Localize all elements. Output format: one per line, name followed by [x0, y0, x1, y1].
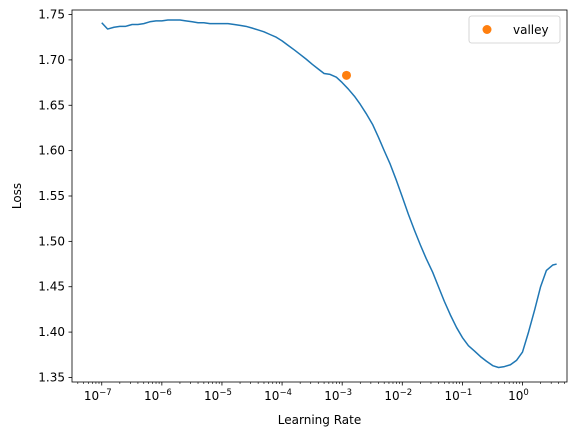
y-tick-label: 1.35	[38, 370, 65, 384]
y-tick-label: 1.75	[38, 8, 65, 22]
y-tick-label: 1.45	[38, 280, 65, 294]
x-tick-label: 10−4	[264, 388, 292, 403]
x-tick-label: 100	[508, 388, 529, 403]
series-layer	[101, 19, 557, 369]
loss-curve-line	[101, 19, 557, 369]
y-tick-label: 1.60	[38, 144, 65, 158]
x-tick-label: 10−2	[384, 388, 412, 403]
legend-valley-marker	[482, 25, 492, 34]
legend-valley-label: valley	[513, 23, 549, 37]
x-tick-label: 10−7	[84, 388, 112, 403]
plot-area-background	[72, 10, 567, 382]
y-tick-label: 1.65	[38, 98, 65, 112]
y-tick-label: 1.55	[38, 189, 65, 203]
y-tick-label: 1.50	[38, 234, 65, 248]
y-tick-label: 1.40	[38, 325, 65, 339]
y-axis: 1.35 1.40 1.45 1.50 1.55 1.60 1.65 1.70 1.75	[38, 8, 72, 384]
legend-box	[468, 15, 561, 44]
x-tick-label: 10−1	[444, 388, 472, 403]
x-axis-title: Learning Rate	[278, 413, 361, 427]
y-axis-title: Loss	[10, 183, 24, 209]
y-tick-label: 1.70	[38, 53, 65, 67]
valley-marker	[341, 70, 351, 80]
x-tick-label: 10−5	[204, 388, 232, 403]
x-tick-label: 10−3	[324, 388, 352, 403]
legend: valley	[468, 15, 561, 44]
x-tick-label: 10−6	[144, 388, 172, 403]
x-axis: 10−7 10−6 10−5 10−4 10−3 10−2 10−1 100	[77, 382, 565, 403]
